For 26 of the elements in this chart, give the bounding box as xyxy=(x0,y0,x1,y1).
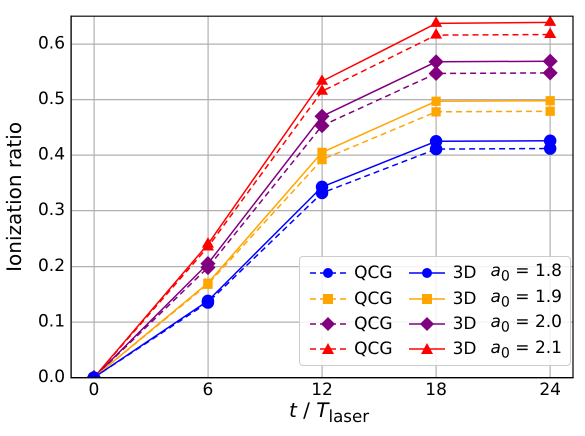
y-tick-label: 0.2 xyxy=(38,256,66,276)
legend-label: 3D xyxy=(452,314,476,334)
annotation: a$_{0}$ = 2.0 xyxy=(490,312,562,336)
legend-label: QCG xyxy=(354,288,393,309)
x-axis-title: t / T$_{laser}$ xyxy=(288,398,370,426)
x-tick-label: 12 xyxy=(311,380,333,400)
legend-label: 3D xyxy=(452,288,476,309)
legend-label: QCG xyxy=(354,263,393,284)
x-tick-label: 6 xyxy=(202,380,214,400)
legend-label: QCG xyxy=(354,339,393,360)
y-tick-label: 0.1 xyxy=(38,311,66,332)
y-tick-label: 0.5 xyxy=(38,89,66,110)
y-axis-title: Ionization ratio xyxy=(2,122,26,272)
annotation: a$_{0}$ = 1.8 xyxy=(490,261,562,285)
legend-label: 3D xyxy=(452,339,476,360)
legend-label: QCG xyxy=(354,314,393,334)
annotation: a$_{0}$ = 1.9 xyxy=(490,286,562,310)
x-tick-label: 0 xyxy=(88,380,100,400)
y-tick-label: 0.0 xyxy=(38,367,66,388)
annotation: a$_{0}$ = 2.1 xyxy=(490,338,562,361)
y-tick-label: 0.4 xyxy=(38,144,66,165)
legend-label: 3D xyxy=(452,263,476,284)
y-tick-label: 0.6 xyxy=(38,33,66,54)
y-tick-label: 0.3 xyxy=(38,200,66,220)
x-tick-label: 24 xyxy=(539,380,562,400)
x-tick-label: 18 xyxy=(425,380,447,400)
